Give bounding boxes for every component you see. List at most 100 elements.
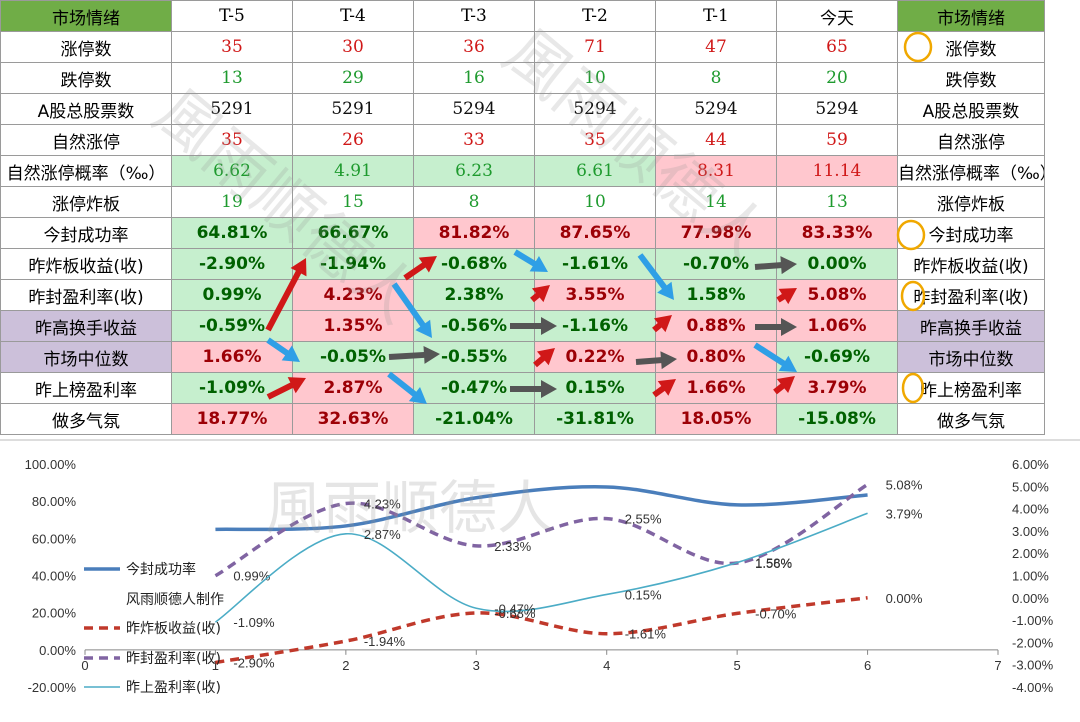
table-cell: -0.56%	[413, 310, 535, 342]
y-right-tick-label: -1.00%	[1012, 613, 1054, 628]
table-cell: 13	[776, 186, 898, 218]
row-label-right: 昨上榜盈利率	[897, 372, 1045, 404]
table-cell: 10	[534, 62, 656, 94]
table-row: 自然涨停概率（‰） 6.62 4.91 6.23 6.61 8.31 11.14 自然涨停概率…	[0, 155, 1045, 187]
table-cell: 0.99%	[171, 279, 293, 311]
table-cell: 0.80%	[655, 341, 777, 373]
x-tick-label: 3	[473, 658, 480, 673]
row-label: 涨停炸板	[0, 186, 172, 218]
y-right-tick-label: 6.00%	[1012, 457, 1049, 472]
table-cell: 5294	[655, 93, 777, 125]
table-cell: 0.88%	[655, 310, 777, 342]
row-label-right: 做多气氛	[897, 403, 1045, 435]
row-label: 昨炸板收益(收)	[0, 248, 172, 280]
data-label: -1.09%	[233, 615, 275, 630]
row-label: 自然涨停概率（‰）	[0, 155, 172, 187]
table-cell: 19	[171, 186, 293, 218]
watermark: 風雨顺德人	[265, 474, 555, 542]
data-label: 2.55%	[625, 512, 662, 527]
table-cell: 10	[534, 186, 656, 218]
table-cell: -1.61%	[534, 248, 656, 280]
x-tick-label: 7	[994, 658, 1001, 673]
table-cell: 14	[655, 186, 777, 218]
data-label: 0.00%	[886, 591, 923, 606]
row-label-right: 跌停数	[897, 62, 1045, 94]
x-tick-label: 5	[734, 658, 741, 673]
table-cell: -1.94%	[292, 248, 414, 280]
table-cell: -0.05%	[292, 341, 414, 373]
y-left-tick-label: 100.00%	[25, 457, 77, 472]
table-cell: 26	[292, 124, 414, 156]
table-cell: 6.61	[534, 155, 656, 187]
col-header: T-1	[655, 0, 777, 32]
table-cell: 5294	[534, 93, 656, 125]
row-label: 做多气氛	[0, 403, 172, 435]
data-label: 2.87%	[364, 527, 401, 542]
header-left: 市场情绪	[0, 0, 172, 32]
legend-label: 昨封盈利率(收)	[126, 650, 221, 667]
table-cell: 47	[655, 31, 777, 63]
table-cell: 1.35%	[292, 310, 414, 342]
table-cell: 3.55%	[534, 279, 656, 311]
table-cell: 1.66%	[655, 372, 777, 404]
table-cell: 36	[413, 31, 535, 63]
row-label-right: A股总股票数	[897, 93, 1045, 125]
data-label: -1.61%	[625, 627, 667, 642]
y-right-tick-label: 2.00%	[1012, 546, 1049, 561]
table-cell: -1.16%	[534, 310, 656, 342]
table-cell: 1.58%	[655, 279, 777, 311]
data-label: -0.70%	[755, 606, 797, 621]
row-label: 跌停数	[0, 62, 172, 94]
y-right-tick-label: -3.00%	[1012, 658, 1054, 673]
table-cell: 1.06%	[776, 310, 898, 342]
x-tick-label: 2	[342, 658, 349, 673]
data-label: 3.79%	[886, 506, 923, 521]
table-cell: 35	[171, 31, 293, 63]
table-row: 昨封盈利率(收) 0.99% 4.23% 2.38% 3.55% 1.58% 5.08% 昨封…	[0, 279, 1045, 311]
table-cell: 0.00%	[776, 248, 898, 280]
y-right-tick-label: 1.00%	[1012, 569, 1049, 584]
row-label-right: 涨停炸板	[897, 186, 1045, 218]
y-left-tick-label: -20.00%	[28, 680, 77, 695]
x-tick-label: 6	[864, 658, 871, 673]
series-line	[215, 596, 868, 665]
row-label-right: 市场中位数	[897, 341, 1045, 373]
table-row: 昨上榜盈利率 -1.09% 2.87% -0.47% 0.15% 1.66% 3.79% 昨上…	[0, 372, 1045, 404]
row-label: 今封成功率	[0, 217, 172, 249]
data-label: 5.08%	[886, 478, 923, 493]
table-cell: 6.62	[171, 155, 293, 187]
table-cell: 81.82%	[413, 217, 535, 249]
table-cell: 4.91	[292, 155, 414, 187]
y-right-tick-label: 5.00%	[1012, 479, 1049, 494]
y-right-tick-label: -4.00%	[1012, 680, 1054, 695]
y-left-tick-label: 0.00%	[39, 643, 76, 658]
table-cell: 83.33%	[776, 217, 898, 249]
table-cell: 11.14	[776, 155, 898, 187]
table-cell: -0.55%	[413, 341, 535, 373]
table-cell: 33	[413, 124, 535, 156]
y-right-tick-label: 0.00%	[1012, 591, 1049, 606]
table-cell: 20	[776, 62, 898, 94]
table-cell: -31.81%	[534, 403, 656, 435]
series-line	[214, 512, 868, 623]
col-header: T-5	[171, 0, 293, 32]
table-row: 做多气氛 18.77% 32.63% -21.04% -31.81% 18.05% -15.…	[0, 403, 1045, 435]
table-row: 自然涨停 35 26 33 35 44 59 自然涨停	[0, 124, 1045, 156]
table-cell: -21.04%	[413, 403, 535, 435]
table-cell: 5.08%	[776, 279, 898, 311]
table-cell: -0.70%	[655, 248, 777, 280]
col-header: T-2	[534, 0, 656, 32]
row-label-right: 自然涨停	[897, 124, 1045, 156]
data-label: 1.58%	[755, 556, 792, 571]
row-label-right: 涨停数	[897, 31, 1045, 63]
table-cell: 35	[534, 124, 656, 156]
table-row: 跌停数 13 29 16 10 8 20 跌停数	[0, 62, 1045, 94]
table-cell: 5294	[776, 93, 898, 125]
row-label-right: 今封成功率	[897, 217, 1045, 249]
table-cell: 44	[655, 124, 777, 156]
row-label-right: 昨高换手收益	[897, 310, 1045, 342]
legend-label: 昨上盈利率(收)	[126, 679, 221, 696]
table-row: 今封成功率 64.81% 66.67% 81.82% 87.65% 77.98% 83.33…	[0, 217, 1045, 249]
data-label: -1.94%	[364, 634, 406, 649]
row-label-right: 自然涨停概率（‰）	[897, 155, 1045, 187]
